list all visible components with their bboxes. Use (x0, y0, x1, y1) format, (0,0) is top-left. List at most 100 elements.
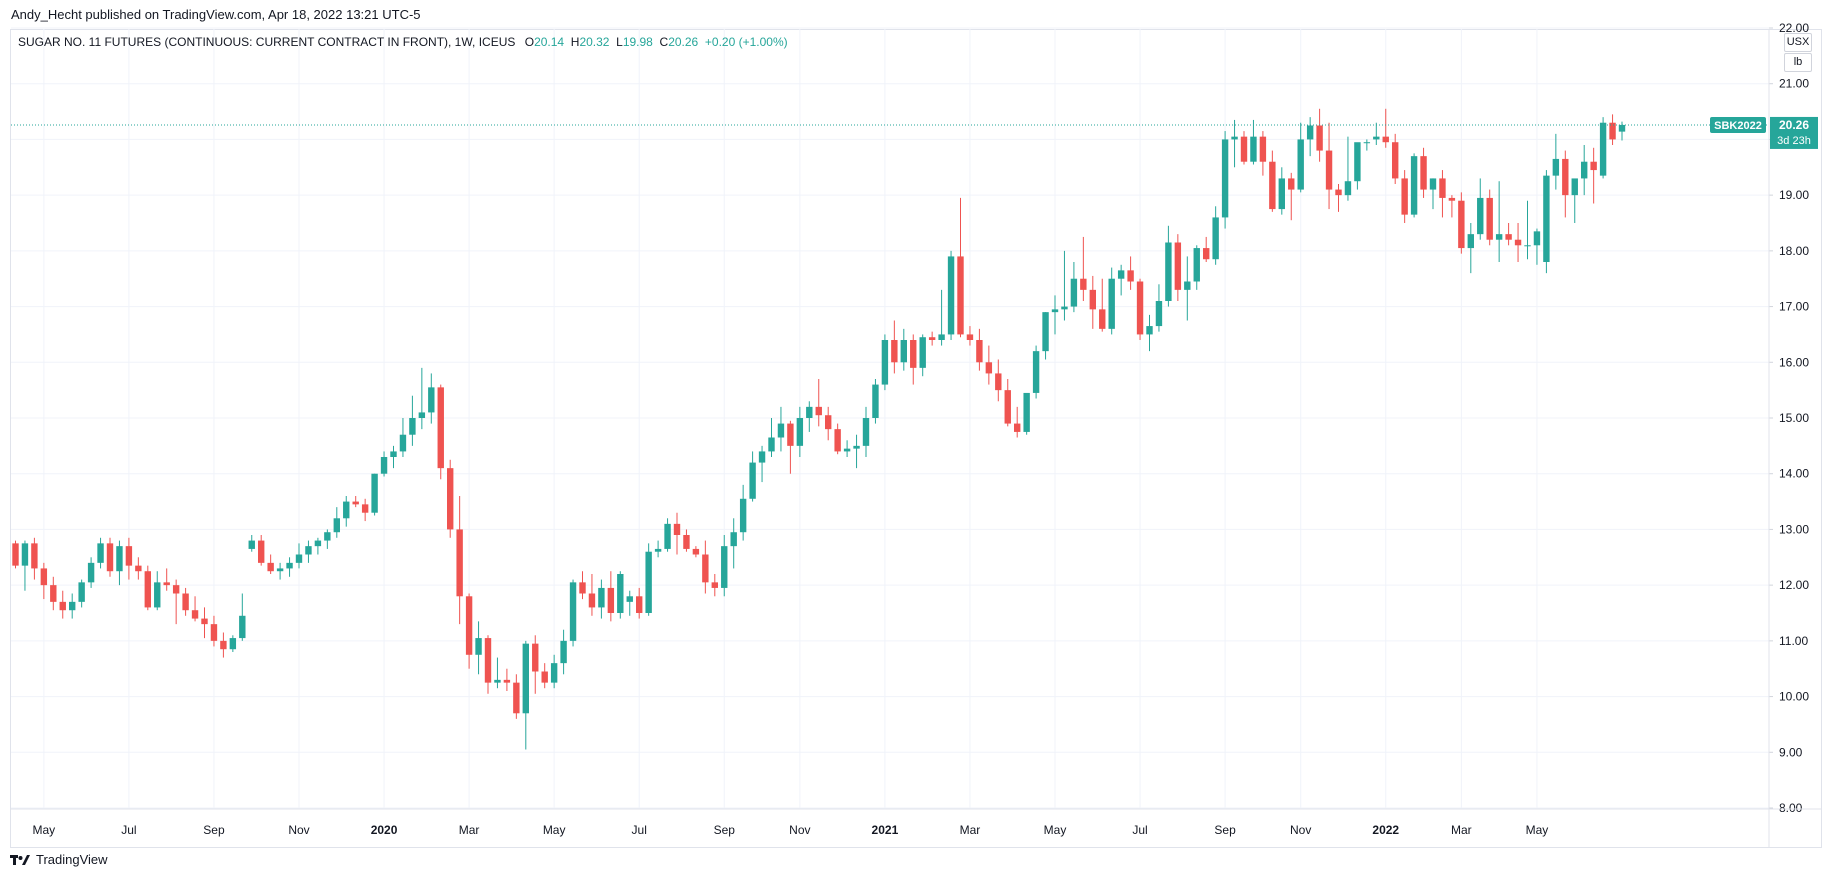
y-tick-label: 10.00 (1779, 690, 1809, 704)
candle-body (1032, 351, 1040, 393)
candle-body (654, 548, 662, 552)
candle-body (409, 418, 416, 435)
x-tick-label: Nov (1290, 823, 1311, 837)
candle-body (465, 596, 473, 655)
candle-body (229, 638, 237, 650)
candle-body (1042, 312, 1049, 352)
candle-body (1174, 242, 1182, 290)
candle-body (40, 568, 48, 586)
candle-body (1335, 189, 1342, 196)
candle-body (1477, 197, 1484, 235)
candle-body (248, 540, 255, 549)
candle-body (768, 437, 775, 452)
y-tick-label: 17.00 (1779, 300, 1809, 314)
candle-body (31, 543, 38, 569)
candle-body (144, 571, 151, 608)
candle-body (135, 565, 142, 572)
price-tag-bg (1770, 116, 1818, 149)
candle-body (191, 610, 199, 619)
candle-body (314, 540, 322, 547)
candle-body (201, 618, 208, 625)
tradingview-logo-icon (10, 854, 30, 865)
candle-body (938, 334, 945, 340)
candle-body (891, 340, 898, 363)
candle-body (1231, 136, 1238, 140)
candle-body (12, 543, 19, 566)
footer-brand[interactable]: TradingView (10, 852, 108, 867)
candle-body (1212, 217, 1219, 260)
candle-body (1136, 281, 1144, 335)
candle-body (1184, 281, 1191, 290)
candle-body (541, 671, 548, 683)
candle-body (447, 468, 454, 530)
candle-body (1439, 178, 1446, 198)
candle-body (210, 624, 218, 641)
candle-body (21, 543, 29, 566)
candle-body (550, 663, 558, 683)
candle-body (305, 546, 312, 555)
candle-body (1448, 197, 1456, 201)
candle-body (588, 593, 596, 608)
currency-unit-button[interactable]: USX (1784, 33, 1812, 52)
legend-high-label: H (570, 35, 580, 49)
candle-body (390, 451, 397, 457)
x-tick-label: Mar (1451, 823, 1472, 837)
candle-body (1486, 197, 1493, 240)
candle-body (522, 643, 529, 714)
candle-body (947, 256, 955, 335)
legend-symbol: SUGAR NO. 11 FUTURES (CONTINUOUS: CURREN… (18, 35, 516, 49)
price-tag-value: 20.26 (1779, 118, 1809, 132)
candle-body (711, 582, 718, 588)
candle-body (456, 529, 463, 597)
candle-body (825, 415, 832, 430)
candle-body (503, 679, 511, 683)
candle-body (966, 334, 974, 340)
time-axis[interactable]: May Jul Sep Nov 2020 Mar May Jul Sep Nov 2021 Mar Ma… (10, 808, 1822, 837)
lb-unit-button[interactable]: lb (1784, 53, 1812, 72)
chart-frame (10, 29, 1822, 848)
candle-body (286, 562, 293, 569)
candle-body (1514, 239, 1522, 246)
x-tick-label: May (543, 823, 566, 837)
candle-body (749, 462, 756, 499)
candle-body (1070, 278, 1078, 307)
chart-legend: SUGAR NO. 11 FUTURES (CONTINUOUS: CURREN… (18, 35, 788, 49)
candle-body (437, 387, 444, 469)
candle-body (1288, 178, 1295, 190)
candle-body (513, 682, 520, 714)
last-price-marker: SBK2022 20.26 3d 23h (11, 116, 1818, 149)
publisher-line: Andy_Hecht published on TradingView.com,… (11, 7, 421, 22)
candle-body (1014, 423, 1021, 432)
x-tick-label: May (1044, 823, 1067, 837)
legend-low-value: 19.98 (622, 35, 653, 49)
candle-body (1505, 234, 1512, 240)
candle-body (59, 601, 66, 611)
x-tick-label: 2020 (371, 823, 398, 837)
candle-body (1004, 390, 1011, 424)
x-tick-label: Sep (1214, 823, 1236, 837)
symbol-tag-bg (1710, 116, 1766, 133)
price-tag-countdown: 3d 23h (1777, 135, 1811, 147)
candle-body (371, 473, 378, 513)
candle-body (1590, 161, 1597, 171)
candle-body (995, 373, 1002, 391)
candle-body (1089, 289, 1096, 310)
y-tick-label: 15.00 (1779, 411, 1809, 425)
x-tick-label: Sep (203, 823, 225, 837)
candle-body (843, 448, 851, 452)
candle-body (579, 582, 586, 594)
candle-body (1392, 142, 1399, 179)
candle-body (806, 406, 813, 418)
candle-body (97, 543, 104, 563)
candle-body (1495, 234, 1503, 240)
x-tick-label: 2022 (1372, 823, 1399, 837)
legend-close-value: 20.26 (668, 35, 699, 49)
candle-body (1269, 161, 1276, 210)
candle-body (324, 532, 331, 541)
y-tick-label: 9.00 (1779, 745, 1803, 759)
candle-body (730, 532, 737, 547)
x-tick-label: Nov (288, 823, 309, 837)
candle-body (267, 562, 274, 572)
candle-body (418, 412, 426, 418)
